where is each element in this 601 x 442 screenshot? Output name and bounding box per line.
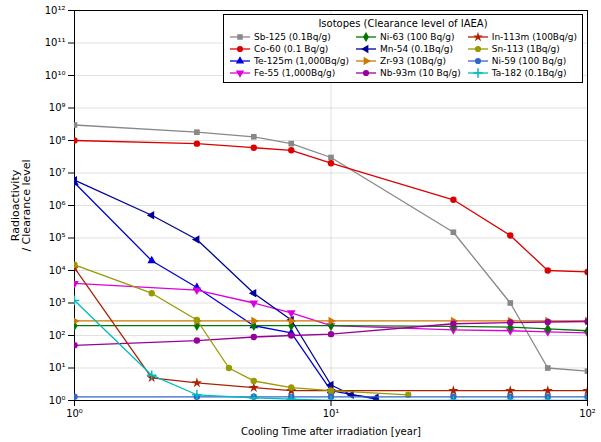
svg-text:10⁵: 10⁵ [49, 232, 66, 243]
html-text:Ta-182 (0.1Bq/g): Ta-182 (0.1Bq/g) [491, 68, 567, 78]
svg-text:10⁹: 10⁹ [49, 102, 66, 113]
html-text:Nb-93m (10 Bq/g): Nb-93m (10 Bq/g) [380, 68, 461, 78]
svg-text:10¹¹: 10¹¹ [45, 37, 66, 48]
html-text:Ni-63 (100 Bq/g): Ni-63 (100 Bq/g) [380, 32, 455, 42]
svg-text:10⁰: 10⁰ [49, 395, 66, 406]
html-text:Mn-54 (0.1Bq/g): Mn-54 (0.1Bq/g) [380, 44, 453, 54]
html-text:Ni-59 (100 Bq/g): Ni-59 (100 Bq/g) [491, 56, 567, 66]
svg-text:10⁷: 10⁷ [49, 167, 66, 178]
svg-text:10⁰: 10⁰ [66, 408, 83, 419]
html-text:Sb-125 (0.1Bq/g): Sb-125 (0.1Bq/g) [254, 32, 331, 42]
svg-text:10²: 10² [579, 408, 596, 419]
svg-text:10¹: 10¹ [49, 362, 66, 373]
svg-text:10¹⁰: 10¹⁰ [45, 70, 66, 81]
svg-text:10¹: 10¹ [323, 408, 340, 419]
svg-text:10⁴: 10⁴ [49, 265, 66, 276]
html-text:Te-125m (1,000Bq/g): Te-125m (1,000Bq/g) [254, 56, 349, 66]
html-text:In-113m (100Bq/g): In-113m (100Bq/g) [491, 32, 577, 42]
html-text:Co-60 (0.1 Bq/g): Co-60 (0.1 Bq/g) [254, 44, 329, 54]
svg-text:10³: 10³ [49, 297, 66, 308]
html-text:Fe-55 (1,000Bq/g): Fe-55 (1,000Bq/g) [254, 68, 336, 78]
svg-text:Cooling Time after irradiation: Cooling Time after irradiation [year] [241, 426, 421, 437]
svg-text:Radioactivity/ Clearance level: Radioactivity/ Clearance level [9, 159, 33, 251]
html-text:Sn-113 (1Bq/g): Sn-113 (1Bq/g) [491, 44, 560, 54]
svg-text:10⁶: 10⁶ [49, 200, 66, 211]
html-text:Zr-93 (10Bq/g): Zr-93 (10Bq/g) [380, 56, 446, 66]
svg-text:10²: 10² [49, 330, 66, 341]
svg-text:10¹²: 10¹² [45, 5, 66, 16]
html-text:Isotopes (Clearance level of I: Isotopes (Clearance level of IAEA) [318, 18, 488, 29]
svg-text:10⁸: 10⁸ [49, 135, 66, 146]
